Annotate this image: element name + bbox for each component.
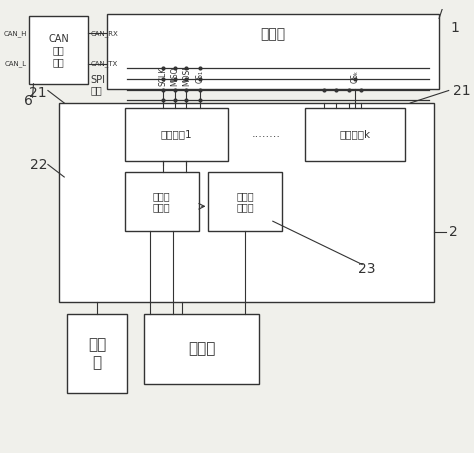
Text: SCLK: SCLK: [159, 67, 168, 86]
Bar: [144, 314, 259, 384]
Bar: [108, 14, 439, 89]
Text: CSₖ: CSₖ: [351, 69, 360, 83]
Bar: [304, 108, 405, 161]
Text: 微控器: 微控器: [261, 28, 286, 42]
Text: CAN_H: CAN_H: [3, 30, 27, 37]
Text: CAN_L: CAN_L: [5, 60, 27, 67]
Text: MOSI: MOSI: [182, 66, 191, 86]
Text: 2: 2: [449, 225, 457, 239]
Bar: [209, 172, 283, 231]
Text: 1: 1: [451, 21, 459, 35]
Text: CAN_TX: CAN_TX: [90, 60, 118, 67]
Bar: [67, 314, 127, 393]
Text: CAN_RX: CAN_RX: [90, 30, 118, 37]
Text: 23: 23: [358, 262, 376, 276]
Bar: [125, 108, 228, 161]
Text: 电流转
换电路: 电流转 换电路: [153, 191, 171, 212]
Text: ........: ........: [252, 129, 281, 139]
Text: 21: 21: [454, 83, 471, 97]
Text: CS₁: CS₁: [195, 70, 204, 82]
Text: CAN
转换
电路: CAN 转换 电路: [48, 34, 69, 67]
Text: 6: 6: [24, 94, 33, 108]
Text: 21: 21: [29, 87, 47, 101]
Text: 总线: 总线: [90, 85, 102, 95]
Text: SPI: SPI: [90, 75, 105, 86]
Bar: [29, 16, 88, 84]
Bar: [125, 172, 199, 231]
Text: 22: 22: [29, 158, 47, 172]
Text: 信号灯: 信号灯: [188, 342, 215, 357]
Text: MISO: MISO: [170, 66, 179, 86]
Text: 检测芯片k: 检测芯片k: [339, 129, 371, 139]
Text: 电压转
换电路: 电压转 换电路: [237, 191, 254, 212]
Bar: [59, 103, 434, 302]
Text: 信号
机: 信号 机: [88, 337, 106, 370]
Text: 检测芯片1: 检测芯片1: [160, 129, 192, 139]
